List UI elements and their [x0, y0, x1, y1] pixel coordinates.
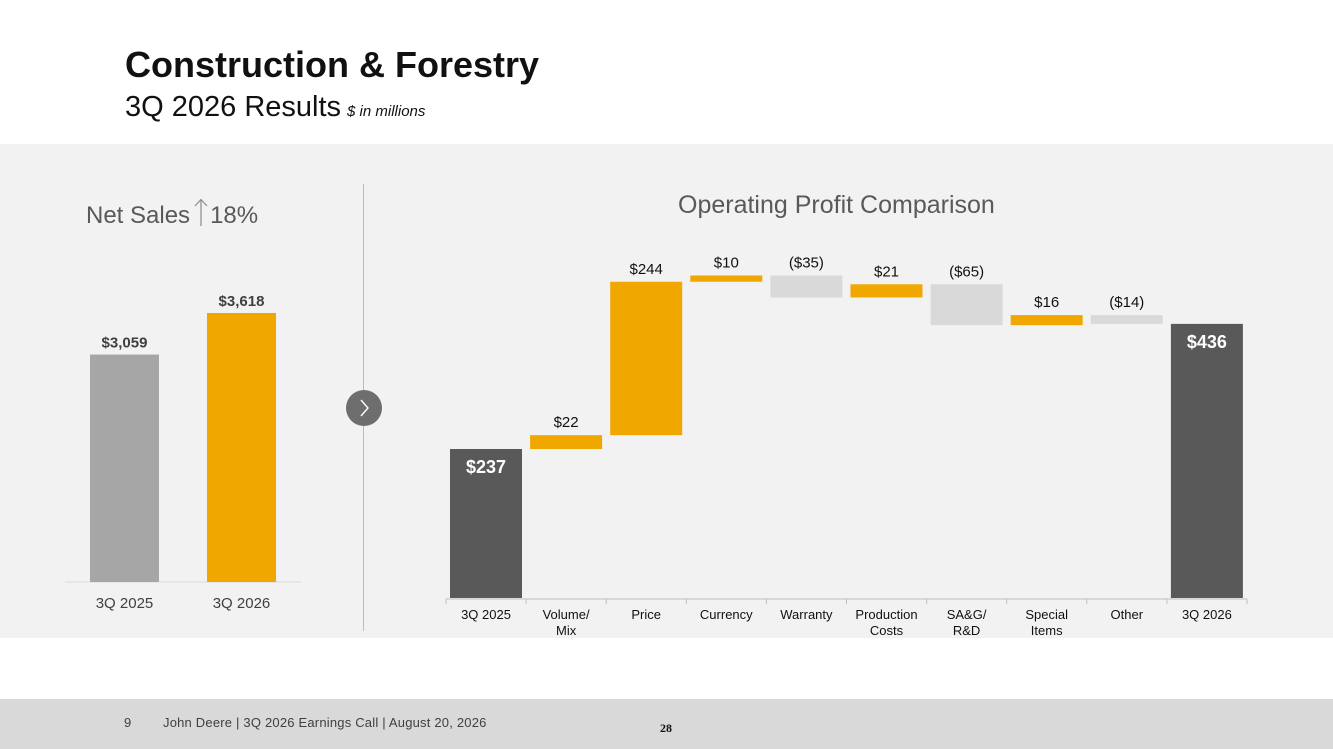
- page-subtitle: 3Q 2026 Results $ in millions: [125, 91, 425, 124]
- footer-page: 9: [124, 715, 132, 730]
- waterfall-value-label: ($65): [949, 263, 984, 280]
- waterfall-tick-label: R&D: [953, 623, 980, 638]
- net-sales-tick-label: 3Q 2025: [96, 595, 154, 612]
- waterfall-tick-label: 3Q 2025: [461, 607, 511, 622]
- chevron-right-icon: [360, 399, 369, 417]
- waterfall-value-label: $16: [1034, 294, 1059, 311]
- waterfall-bar: [530, 435, 603, 449]
- waterfall-tick-label: Warranty: [780, 607, 833, 622]
- waterfall-value-label: $22: [554, 414, 579, 431]
- waterfall-tick-label: 3Q 2026: [1182, 607, 1232, 622]
- waterfall-value-label: $244: [630, 261, 663, 278]
- waterfall-tick-label: SA&G/: [947, 607, 987, 622]
- net-sales-tick-label: 3Q 2026: [213, 595, 271, 612]
- footer-text: John Deere | 3Q 2026 Earnings Call | Aug…: [163, 715, 487, 730]
- waterfall-bar: [930, 284, 1003, 326]
- net-sales-value-label: $3,059: [102, 335, 148, 352]
- waterfall-value-label: ($14): [1109, 294, 1144, 311]
- footer-number: 28: [660, 721, 672, 735]
- arrow-up-icon: [194, 198, 208, 226]
- waterfall-bar: [850, 284, 923, 298]
- waterfall-bar: [1090, 315, 1163, 324]
- waterfall-bar: [690, 275, 763, 282]
- waterfall-tick-label: Costs: [870, 623, 904, 638]
- waterfall-tick-label: Currency: [700, 607, 753, 622]
- waterfall-value-label: $21: [874, 263, 899, 280]
- page-title: Construction & Forestry: [125, 44, 540, 85]
- units-note: $ in millions: [347, 103, 426, 120]
- waterfall-tick-label: Price: [631, 607, 661, 622]
- waterfall-tick-label: Production: [855, 607, 917, 622]
- waterfall-value-label: $10: [714, 254, 739, 271]
- next-arrow-button[interactable]: [346, 390, 382, 426]
- waterfall-tick-label: Special: [1025, 607, 1068, 622]
- waterfall-tick-label: Other: [1111, 607, 1144, 622]
- waterfall-bar: [1010, 315, 1083, 326]
- net-sales-bar: [207, 313, 276, 582]
- subtitle-text: 3Q 2026 Results: [125, 91, 342, 123]
- waterfall-bar: [770, 275, 843, 298]
- net-sales-value-label: $3,618: [219, 293, 265, 310]
- waterfall-tick-label: Mix: [556, 623, 577, 638]
- net-sales-bar: [90, 354, 159, 582]
- net-sales-title: Net Sales 18%: [86, 197, 258, 230]
- waterfall-value-label: $436: [1187, 332, 1227, 352]
- footer: 9 John Deere | 3Q 2026 Earnings Call | A…: [0, 699, 1333, 749]
- waterfall-value-label: $237: [466, 457, 506, 477]
- waterfall-bar: [1170, 323, 1243, 598]
- waterfall-tick-label: Volume/: [543, 607, 590, 622]
- waterfall-tick-label: Items: [1031, 623, 1063, 638]
- net-sales-change: 18%: [210, 202, 259, 229]
- operating-profit-title: Operating Profit Comparison: [678, 191, 995, 219]
- net-sales-label: Net Sales: [86, 202, 191, 229]
- waterfall-bar: [610, 281, 683, 436]
- waterfall-value-label: ($35): [789, 254, 824, 271]
- waterfall-bar: [450, 449, 522, 598]
